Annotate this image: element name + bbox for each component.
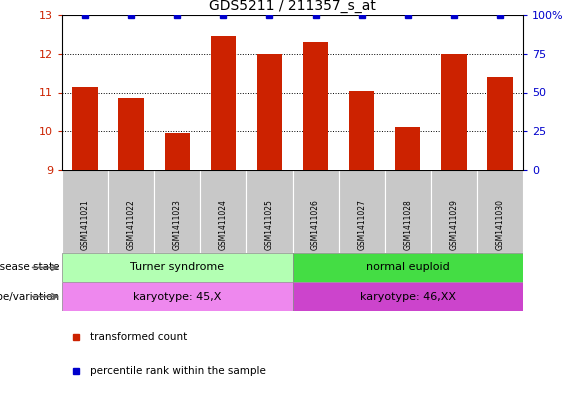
Text: GSM1411022: GSM1411022: [127, 199, 136, 250]
Bar: [62, 253, 293, 282]
Text: GSM1411026: GSM1411026: [311, 199, 320, 250]
Bar: [108, 170, 154, 253]
Bar: [293, 170, 338, 253]
Bar: [211, 36, 236, 170]
Bar: [477, 170, 523, 253]
Text: GSM1411023: GSM1411023: [173, 199, 182, 250]
Text: percentile rank within the sample: percentile rank within the sample: [90, 366, 266, 376]
Text: GSM1411025: GSM1411025: [265, 199, 274, 250]
Text: karyotype: 46,XX: karyotype: 46,XX: [360, 292, 456, 301]
Bar: [257, 54, 282, 170]
Text: disease state: disease state: [0, 263, 60, 272]
Text: GSM1411030: GSM1411030: [496, 199, 505, 250]
Bar: [154, 170, 201, 253]
Bar: [62, 170, 108, 253]
Text: transformed count: transformed count: [90, 332, 187, 342]
Text: GSM1411024: GSM1411024: [219, 199, 228, 250]
Text: Turner syndrome: Turner syndrome: [130, 263, 224, 272]
Text: karyotype: 45,X: karyotype: 45,X: [133, 292, 221, 301]
Bar: [303, 42, 328, 170]
Bar: [246, 170, 293, 253]
Text: genotype/variation: genotype/variation: [0, 292, 60, 301]
Bar: [487, 77, 512, 170]
Bar: [395, 127, 420, 170]
Bar: [441, 54, 467, 170]
Text: normal euploid: normal euploid: [366, 263, 450, 272]
Bar: [72, 87, 98, 170]
Bar: [349, 90, 375, 170]
Bar: [293, 253, 523, 282]
Bar: [385, 170, 431, 253]
Text: GSM1411029: GSM1411029: [449, 199, 458, 250]
Text: GSM1411028: GSM1411028: [403, 199, 412, 250]
Text: GSM1411021: GSM1411021: [81, 199, 89, 250]
Bar: [62, 282, 293, 311]
Bar: [201, 170, 246, 253]
Bar: [431, 170, 477, 253]
Title: GDS5211 / 211357_s_at: GDS5211 / 211357_s_at: [209, 0, 376, 13]
Bar: [119, 98, 144, 170]
Text: GSM1411027: GSM1411027: [357, 199, 366, 250]
Bar: [293, 282, 523, 311]
Bar: [338, 170, 385, 253]
Bar: [164, 133, 190, 170]
